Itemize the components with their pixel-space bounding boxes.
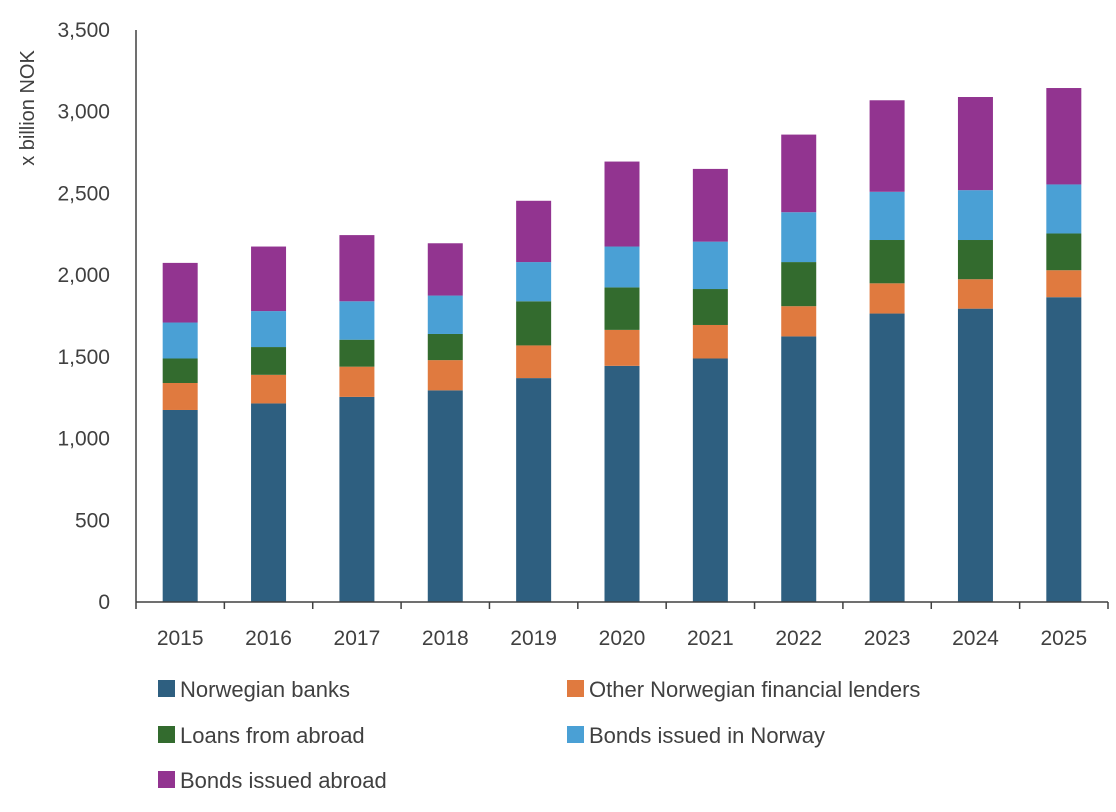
y-axis-title: x billion NOK [17,50,39,166]
bar-loans-from-abroad-2017 [339,339,375,367]
y-tick-label: 2,500 [57,182,110,205]
bar-other-norwegian-financial-lenders-2023 [869,283,905,314]
x-tick-label: 2025 [1040,627,1087,650]
x-tick-label: 2023 [864,627,911,650]
bar-bonds-issued-abroad-2023 [869,100,905,192]
bar-bonds-issued-in-norway-2018 [427,295,463,334]
legend-label: Bonds issued abroad [180,768,387,793]
bar-norwegian-banks-2023 [869,313,905,602]
bar-bonds-issued-abroad-2019 [516,200,552,263]
bar-norwegian-banks-2016 [251,403,287,602]
y-tick-label: 3,000 [57,101,110,124]
bars [162,88,1082,602]
legend-label: Norwegian banks [180,677,350,702]
bar-norwegian-banks-2019 [516,378,552,602]
bar-bonds-issued-in-norway-2015 [162,322,198,359]
bar-bonds-issued-in-norway-2022 [781,212,817,263]
bar-loans-from-abroad-2016 [251,347,287,375]
bar-norwegian-banks-2021 [692,358,728,602]
bar-other-norwegian-financial-lenders-2016 [251,374,287,404]
x-tick-label: 2020 [599,627,646,650]
legend-swatch [158,726,175,743]
bar-loans-from-abroad-2022 [781,262,817,307]
bar-bonds-issued-abroad-2022 [781,134,817,213]
x-tick-label: 2018 [422,627,469,650]
bar-bonds-issued-abroad-2020 [604,161,640,247]
bar-bonds-issued-in-norway-2021 [692,241,728,290]
bar-norwegian-banks-2017 [339,396,375,602]
x-tick-label: 2015 [157,627,204,650]
bar-norwegian-banks-2024 [957,308,993,602]
bar-bonds-issued-abroad-2025 [1046,88,1082,185]
bar-norwegian-banks-2022 [781,336,817,602]
bar-loans-from-abroad-2018 [427,333,463,361]
bar-norwegian-banks-2025 [1046,297,1082,602]
legend-swatch [158,771,175,788]
bar-bonds-issued-in-norway-2024 [957,190,993,241]
y-axis-ticks: 0 500 1,000 1,500 2,000 2,500 3,000 3,500 [57,19,110,614]
bar-loans-from-abroad-2019 [516,301,552,346]
bar-loans-from-abroad-2020 [604,287,640,330]
y-tick-label: 2,000 [57,264,110,287]
bar-bonds-issued-abroad-2024 [957,97,993,191]
x-tick-label: 2022 [775,627,822,650]
x-tick-label: 2017 [334,627,381,650]
y-tick-label: 1,000 [57,428,110,451]
bar-bonds-issued-abroad-2018 [427,243,463,296]
x-tick-label: 2024 [952,627,999,650]
legend-label: Loans from abroad [180,723,365,748]
bar-other-norwegian-financial-lenders-2025 [1046,270,1082,298]
bar-bonds-issued-in-norway-2020 [604,246,640,288]
bar-norwegian-banks-2015 [162,409,198,602]
bar-other-norwegian-financial-lenders-2024 [957,279,993,309]
bar-other-norwegian-financial-lenders-2020 [604,329,640,366]
legend-label: Bonds issued in Norway [589,723,825,748]
bar-other-norwegian-financial-lenders-2019 [516,345,552,379]
bar-loans-from-abroad-2023 [869,240,905,284]
bar-loans-from-abroad-2025 [1046,233,1082,271]
bar-norwegian-banks-2020 [604,365,640,602]
bar-bonds-issued-abroad-2017 [339,235,375,302]
bar-bonds-issued-abroad-2016 [251,246,287,312]
legend: Norwegian banks Other Norwegian financial… [158,677,920,793]
legend-swatch [567,726,584,743]
bar-norwegian-banks-2018 [427,390,463,602]
legend-swatch [567,680,584,697]
bar-loans-from-abroad-2024 [957,240,993,280]
bar-other-norwegian-financial-lenders-2022 [781,306,817,337]
bar-other-norwegian-financial-lenders-2018 [427,360,463,391]
legend-swatch [158,680,175,697]
y-tick-label: 1,500 [57,346,110,369]
y-tick-label: 3,500 [57,19,110,42]
bar-bonds-issued-in-norway-2023 [869,191,905,240]
x-tick-label: 2019 [510,627,557,650]
bar-loans-from-abroad-2021 [692,289,728,325]
x-tick-label: 2016 [245,627,292,650]
legend-label: Other Norwegian financial lenders [589,677,920,702]
bar-bonds-issued-abroad-2021 [692,168,728,242]
bar-loans-from-abroad-2015 [162,358,198,383]
y-tick-label: 0 [98,591,110,614]
y-tick-label: 500 [75,509,110,532]
bar-bonds-issued-in-norway-2017 [339,301,375,340]
bar-bonds-issued-in-norway-2016 [251,311,287,348]
bar-other-norwegian-financial-lenders-2015 [162,383,198,410]
bar-bonds-issued-abroad-2015 [162,262,198,323]
x-tick-label: 2021 [687,627,734,650]
bar-other-norwegian-financial-lenders-2017 [339,366,375,397]
bar-other-norwegian-financial-lenders-2021 [692,324,728,359]
bar-bonds-issued-in-norway-2019 [516,262,552,302]
bar-bonds-issued-in-norway-2025 [1046,184,1082,234]
x-axis: 2015 2016 2017 2018 2019 2020 2021 2022 2023 2024… [135,30,1109,650]
